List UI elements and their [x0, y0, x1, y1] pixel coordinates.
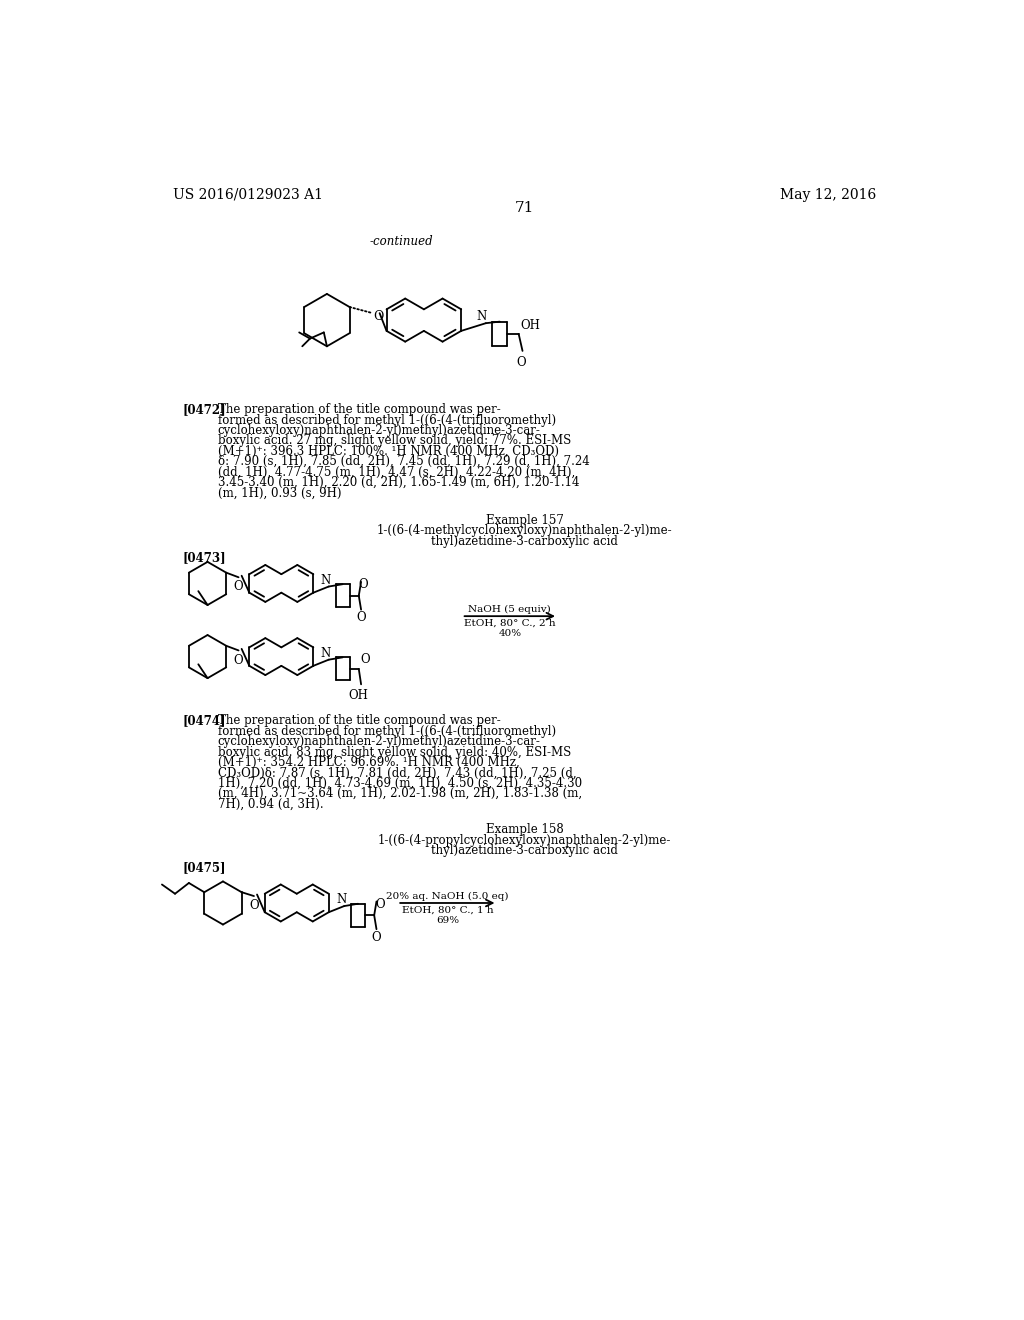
Text: [0472]: [0472] [183, 404, 226, 416]
Text: thyl)azetidine-3-carboxylic acid: thyl)azetidine-3-carboxylic acid [431, 535, 618, 548]
Text: O: O [233, 581, 244, 594]
Text: Example 158: Example 158 [486, 824, 563, 837]
Text: OH: OH [520, 318, 540, 331]
Text: 69%: 69% [436, 916, 459, 925]
Text: OH: OH [349, 689, 369, 702]
Text: O: O [358, 578, 369, 591]
Text: O: O [516, 355, 525, 368]
Text: US 2016/0129023 A1: US 2016/0129023 A1 [173, 187, 323, 202]
Text: (m, 1H), 0.93 (s, 9H): (m, 1H), 0.93 (s, 9H) [217, 487, 341, 499]
Text: thyl)azetidine-3-carboxylic acid: thyl)azetidine-3-carboxylic acid [431, 843, 618, 857]
Text: boxylic acid. 27 mg, slight yellow solid, yield: 77%. ESI-MS: boxylic acid. 27 mg, slight yellow solid… [217, 434, 570, 447]
Text: O: O [374, 310, 384, 323]
Text: formed as described for methyl 1-((6-(4-(trifluoromethyl): formed as described for methyl 1-((6-(4-… [217, 725, 556, 738]
Text: [0473]: [0473] [183, 552, 226, 564]
Text: The preparation of the title compound was per-: The preparation of the title compound wa… [217, 404, 501, 416]
Text: O: O [249, 899, 259, 912]
Text: Example 157: Example 157 [485, 513, 564, 527]
Text: O: O [375, 898, 385, 911]
Text: May 12, 2016: May 12, 2016 [780, 187, 877, 202]
Text: 1H), 7.20 (dd, 1H), 4.73-4.69 (m, 1H), 4.50 (s, 2H), 4.35-4.30: 1H), 7.20 (dd, 1H), 4.73-4.69 (m, 1H), 4… [217, 776, 582, 789]
Text: cyclohexyloxy)naphthalen-2-yl)methyl)azetidine-3-car-: cyclohexyloxy)naphthalen-2-yl)methyl)aze… [217, 735, 541, 748]
Text: O: O [360, 653, 370, 665]
Text: (m, 4H), 3.71~3.64 (m, 1H), 2.02-1.98 (m, 2H), 1.83-1.38 (m,: (m, 4H), 3.71~3.64 (m, 1H), 2.02-1.98 (m… [217, 787, 582, 800]
Text: boxylic acid. 83 mg, slight yellow solid, yield: 40%, ESI-MS: boxylic acid. 83 mg, slight yellow solid… [217, 746, 570, 759]
Text: CD₃OD)δ: 7.87 (s, 1H), 7.81 (dd, 2H), 7.43 (dd, 1H), 7.25 (d,: CD₃OD)δ: 7.87 (s, 1H), 7.81 (dd, 2H), 7.… [217, 767, 577, 779]
Text: (M+1)⁺: 354.2 HPLC: 96.69%. ¹H NMR (400 MHz,: (M+1)⁺: 354.2 HPLC: 96.69%. ¹H NMR (400 … [217, 756, 519, 770]
Text: formed as described for methyl 1-((6-(4-(trifluoromethyl): formed as described for methyl 1-((6-(4-… [217, 413, 556, 426]
Text: δ: 7.90 (s, 1H), 7.85 (dd, 2H), 7.45 (dd, 1H), 7.29 (d, 1H), 7.24: δ: 7.90 (s, 1H), 7.85 (dd, 2H), 7.45 (dd… [217, 455, 590, 469]
Text: 40%: 40% [499, 630, 521, 639]
Text: (M+1)⁺: 396.3 HPLC: 100%. ¹H NMR (400 MHz, CD₃OD): (M+1)⁺: 396.3 HPLC: 100%. ¹H NMR (400 MH… [217, 445, 558, 458]
Text: cyclohexyloxy)naphthalen-2-yl)methyl)azetidine-3-car-: cyclohexyloxy)naphthalen-2-yl)methyl)aze… [217, 424, 541, 437]
Text: EtOH, 80° C., 2 h: EtOH, 80° C., 2 h [464, 619, 556, 627]
Text: N: N [336, 894, 346, 906]
Text: 1-((6-(4-propylcyclohexyloxy)naphthalen-2-yl)me-: 1-((6-(4-propylcyclohexyloxy)naphthalen-… [378, 834, 672, 846]
Text: The preparation of the title compound was per-: The preparation of the title compound wa… [217, 714, 501, 727]
Text: 7H), 0.94 (d, 3H).: 7H), 0.94 (d, 3H). [217, 797, 324, 810]
Text: (dd, 1H), 4.77-4.75 (m, 1H), 4.47 (s, 2H), 4.22-4.20 (m, 4H),: (dd, 1H), 4.77-4.75 (m, 1H), 4.47 (s, 2H… [217, 466, 574, 479]
Text: -continued: -continued [370, 235, 433, 248]
Text: O: O [372, 931, 381, 944]
Text: O: O [356, 611, 366, 624]
Text: 20% aq. NaOH (5.0 eq): 20% aq. NaOH (5.0 eq) [386, 891, 509, 900]
Text: N: N [321, 573, 331, 586]
Text: [0475]: [0475] [183, 861, 226, 874]
Text: N: N [477, 310, 487, 323]
Text: NaOH (5 equiv): NaOH (5 equiv) [468, 605, 551, 614]
Text: 3.45-3.40 (m, 1H), 2.20 (d, 2H), 1.65-1.49 (m, 6H), 1.20-1.14: 3.45-3.40 (m, 1H), 2.20 (d, 2H), 1.65-1.… [217, 477, 579, 488]
Text: O: O [233, 653, 244, 667]
Text: 71: 71 [515, 201, 535, 215]
Text: N: N [321, 647, 331, 660]
Text: EtOH, 80° C., 1 h: EtOH, 80° C., 1 h [401, 906, 494, 915]
Text: [0474]: [0474] [183, 714, 226, 727]
Text: 1-((6-(4-methylcyclohexyloxy)naphthalen-2-yl)me-: 1-((6-(4-methylcyclohexyloxy)naphthalen-… [377, 524, 673, 537]
